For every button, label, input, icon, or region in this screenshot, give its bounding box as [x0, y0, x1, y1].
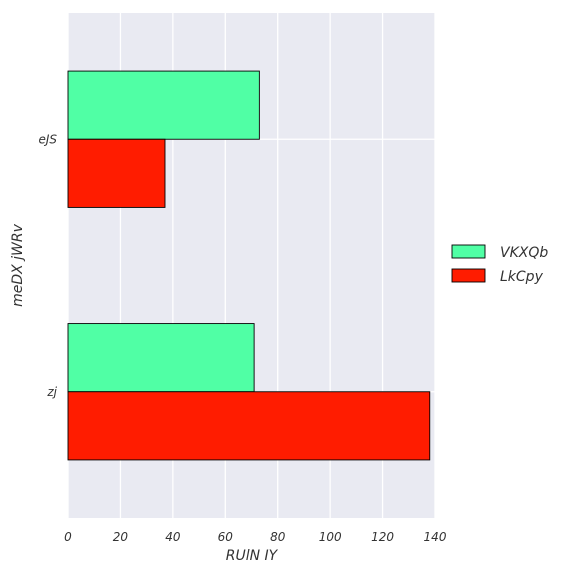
x-tick-label: 120	[371, 530, 394, 544]
y-tick-label: zj	[46, 385, 57, 399]
y-tick-label: eJS	[38, 132, 57, 146]
legend-label-LkCpy: LkCpy	[500, 269, 544, 285]
x-tick-label: 80	[270, 530, 286, 544]
bar-LkCpy-eJS	[67, 138, 166, 208]
x-tick-label: 140	[424, 530, 447, 544]
x-tick-label: 60	[218, 530, 234, 544]
legend-swatch-LkCpy	[451, 268, 486, 283]
legend: VKXQb LkCpy	[451, 244, 548, 285]
legend-label-VKXQb: VKXQb	[500, 245, 548, 261]
x-tick-label: 0	[64, 530, 72, 544]
y-tick-labels: eJS zj	[38, 132, 57, 399]
bars	[67, 70, 431, 461]
y-axis-label: meDX jWRv	[10, 223, 26, 307]
bar-VKXQb-zj	[67, 323, 255, 393]
x-tick-label: 40	[165, 530, 181, 544]
x-tick-labels: 0 20 40 60 80 100 120 140	[64, 530, 447, 544]
bar-LkCpy-zj	[67, 391, 431, 461]
x-axis-label: RUlN IY	[226, 548, 279, 564]
x-tick-label: 20	[113, 530, 129, 544]
x-tick-label: 100	[319, 530, 342, 544]
legend-swatch-VKXQb	[451, 244, 486, 259]
bar-VKXQb-eJS	[67, 70, 260, 140]
